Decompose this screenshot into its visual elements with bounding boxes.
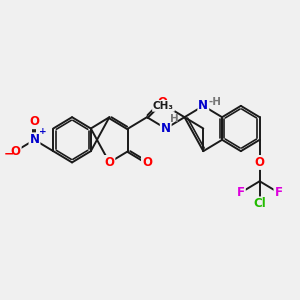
Text: F: F	[274, 186, 282, 199]
Text: O: O	[255, 156, 265, 169]
Text: Cl: Cl	[253, 197, 266, 210]
Text: O: O	[142, 156, 152, 169]
Text: F: F	[237, 186, 245, 199]
Text: H: H	[170, 113, 178, 124]
Text: −: −	[4, 147, 15, 160]
Text: O: O	[29, 115, 40, 128]
Text: +: +	[39, 127, 46, 136]
Text: N: N	[29, 133, 40, 146]
Text: O: O	[104, 156, 114, 169]
Text: -H: -H	[208, 98, 221, 107]
Text: O: O	[157, 95, 167, 109]
Text: N: N	[198, 99, 208, 112]
Text: O: O	[11, 145, 21, 158]
Text: N: N	[161, 122, 171, 135]
Text: CH₃: CH₃	[153, 101, 174, 111]
